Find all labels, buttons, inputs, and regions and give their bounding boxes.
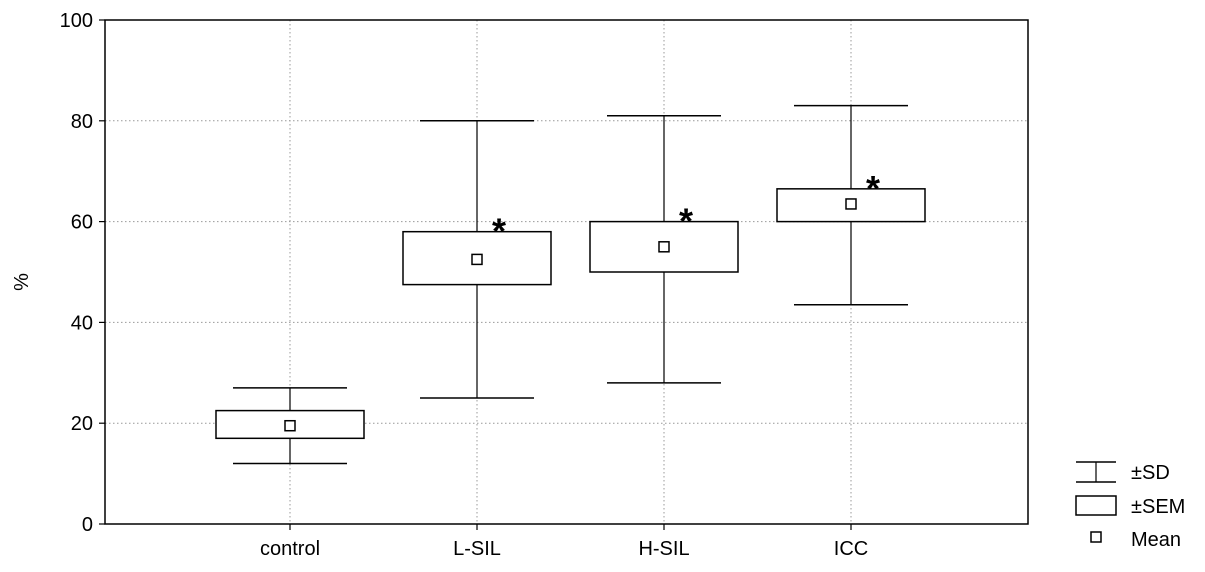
legend-label-mean: Mean xyxy=(1131,529,1181,551)
legend-mean-marker xyxy=(1090,531,1102,543)
y-axis-label: % xyxy=(11,273,33,291)
legend-sem-box xyxy=(1075,495,1117,516)
axis-layer: 0 20 40 60 80 100% control L-SIL H-SIL ICC xyxy=(11,10,1029,560)
mean-marker xyxy=(845,198,857,210)
y-tick-label: 40 xyxy=(71,312,93,334)
legend-label-sd: ±SD xyxy=(1131,462,1170,484)
plot-frame xyxy=(104,19,1029,525)
y-tick-label: 80 xyxy=(71,111,93,133)
significance-marker: * xyxy=(492,211,506,252)
y-tick-label: 60 xyxy=(71,212,93,234)
significance-marker: * xyxy=(866,168,880,209)
mean-marker xyxy=(658,241,670,253)
grid-layer xyxy=(105,20,1028,524)
x-tick-label: control xyxy=(260,538,320,560)
x-tick-label: H-SIL xyxy=(638,538,689,560)
mean-marker xyxy=(284,419,296,432)
y-tick-label: 0 xyxy=(82,514,93,536)
x-tick-label: ICC xyxy=(834,538,868,560)
legend: ±SD ±SEM Mean xyxy=(1075,461,1185,551)
marks-layer: * * * xyxy=(215,104,926,465)
y-tick-label: 100 xyxy=(60,10,93,32)
y-tick-label: 20 xyxy=(71,413,93,435)
legend-label-sem: ±SEM xyxy=(1131,496,1185,518)
x-tick-label: L-SIL xyxy=(453,538,501,560)
mean-marker xyxy=(471,253,483,266)
significance-marker: * xyxy=(679,201,693,242)
